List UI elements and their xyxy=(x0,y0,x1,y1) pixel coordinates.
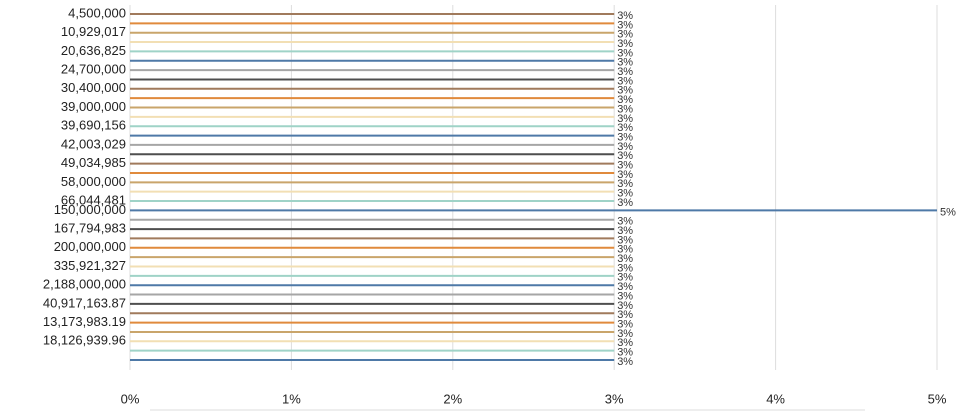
value-label: 3% xyxy=(617,319,633,331)
value-label: 3% xyxy=(617,47,633,59)
value-label: 3% xyxy=(617,300,633,312)
value-label: 3% xyxy=(617,328,633,340)
value-label: 3% xyxy=(617,10,633,22)
value-label: 3% xyxy=(617,281,633,293)
value-label: 3% xyxy=(617,309,633,321)
value-label: 3% xyxy=(617,85,633,97)
value-label: 3% xyxy=(617,169,633,181)
value-label: 3% xyxy=(617,66,633,78)
value-label: 3% xyxy=(617,244,633,256)
y-tick-label: 200,000,000 xyxy=(54,239,126,254)
value-label: 3% xyxy=(617,113,633,125)
value-label: 3% xyxy=(617,188,633,200)
value-label: 3% xyxy=(617,356,633,368)
x-tick-label: 3% xyxy=(605,391,624,406)
y-tick-label: 4,500,000 xyxy=(68,5,126,20)
value-label: 3% xyxy=(617,141,633,153)
y-tick-label: 58,000,000 xyxy=(61,174,126,189)
y-tick-label: 30,400,000 xyxy=(61,80,126,95)
value-label: 3% xyxy=(617,178,633,190)
x-tick-label: 0% xyxy=(121,391,140,406)
y-tick-label: 40,917,163.87 xyxy=(43,295,126,310)
x-tick-label: 4% xyxy=(766,391,785,406)
value-label: 3% xyxy=(617,75,633,87)
y-tick-label: 66,044,481 xyxy=(61,192,126,207)
y-tick-label: 150,000,000 xyxy=(54,202,126,217)
y-tick-label: 10,929,017 xyxy=(61,24,126,39)
x-tick-label: 2% xyxy=(443,391,462,406)
value-label: 3% xyxy=(617,103,633,115)
y-tick-label: 42,003,029 xyxy=(61,136,126,151)
y-tick-label: 18,126,939.96 xyxy=(43,333,126,348)
value-label: 3% xyxy=(617,262,633,274)
value-label: 3% xyxy=(617,290,633,302)
value-label: 5% xyxy=(940,206,956,218)
value-label: 3% xyxy=(617,19,633,31)
value-label: 3% xyxy=(617,225,633,237)
y-tick-label: 49,034,985 xyxy=(61,155,126,170)
value-label: 3% xyxy=(617,160,633,172)
value-label: 3% xyxy=(617,347,633,359)
x-tick-label: 1% xyxy=(282,391,301,406)
value-label: 3% xyxy=(617,216,633,228)
value-label: 3% xyxy=(617,57,633,69)
y-tick-label: 39,000,000 xyxy=(61,99,126,114)
y-tick-label: 24,700,000 xyxy=(61,62,126,77)
y-tick-label: 20,636,825 xyxy=(61,43,126,58)
y-tick-label: 167,794,983 xyxy=(54,221,126,236)
y-tick-label: 39,690,156 xyxy=(61,118,126,133)
y-tick-label: 335,921,327 xyxy=(54,258,126,273)
y-tick-label: 2,188,000,000 xyxy=(43,277,126,292)
value-label: 3% xyxy=(617,29,633,41)
value-label: 3% xyxy=(617,197,633,209)
value-label: 3% xyxy=(617,131,633,143)
value-label: 3% xyxy=(617,272,633,284)
value-label: 3% xyxy=(617,234,633,246)
value-label: 3% xyxy=(617,38,633,50)
y-tick-label: 13,173,983.19 xyxy=(43,314,126,329)
x-tick-label: 5% xyxy=(928,391,947,406)
value-label: 3% xyxy=(617,94,633,106)
value-label: 3% xyxy=(617,253,633,265)
value-label: 3% xyxy=(617,122,633,134)
value-label: 3% xyxy=(617,337,633,349)
value-label: 3% xyxy=(617,150,633,162)
